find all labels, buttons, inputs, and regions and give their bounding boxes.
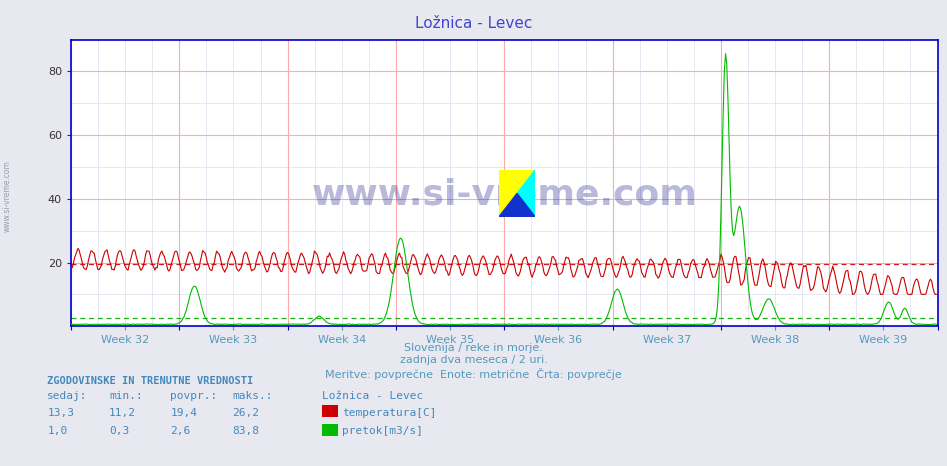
Text: sedaj:: sedaj: <box>47 391 88 401</box>
Text: Slovenija / reke in morje.: Slovenija / reke in morje. <box>404 343 543 352</box>
Text: 19,4: 19,4 <box>170 408 198 418</box>
Text: Ložnica - Levec: Ložnica - Levec <box>322 391 423 401</box>
Polygon shape <box>517 170 535 217</box>
Text: Meritve: povprečne  Enote: metrične  Črta: povprečje: Meritve: povprečne Enote: metrične Črta:… <box>325 368 622 380</box>
Text: 2,6: 2,6 <box>170 426 190 436</box>
Text: www.si-vreme.com: www.si-vreme.com <box>3 160 12 232</box>
Text: 0,3: 0,3 <box>109 426 129 436</box>
Text: 83,8: 83,8 <box>232 426 259 436</box>
Text: 26,2: 26,2 <box>232 408 259 418</box>
Text: ZGODOVINSKE IN TRENUTNE VREDNOSTI: ZGODOVINSKE IN TRENUTNE VREDNOSTI <box>47 377 254 386</box>
Text: www.si-vreme.com: www.si-vreme.com <box>312 178 697 212</box>
Text: Ložnica - Levec: Ložnica - Levec <box>415 16 532 31</box>
Text: maks.:: maks.: <box>232 391 273 401</box>
Polygon shape <box>499 193 535 217</box>
Text: povpr.:: povpr.: <box>170 391 218 401</box>
Text: temperatura[C]: temperatura[C] <box>342 408 437 418</box>
Text: 13,3: 13,3 <box>47 408 75 418</box>
Polygon shape <box>499 170 535 217</box>
Text: zadnja dva meseca / 2 uri.: zadnja dva meseca / 2 uri. <box>400 355 547 365</box>
Text: 1,0: 1,0 <box>47 426 67 436</box>
Text: min.:: min.: <box>109 391 143 401</box>
Text: pretok[m3/s]: pretok[m3/s] <box>342 426 423 436</box>
Text: 11,2: 11,2 <box>109 408 136 418</box>
